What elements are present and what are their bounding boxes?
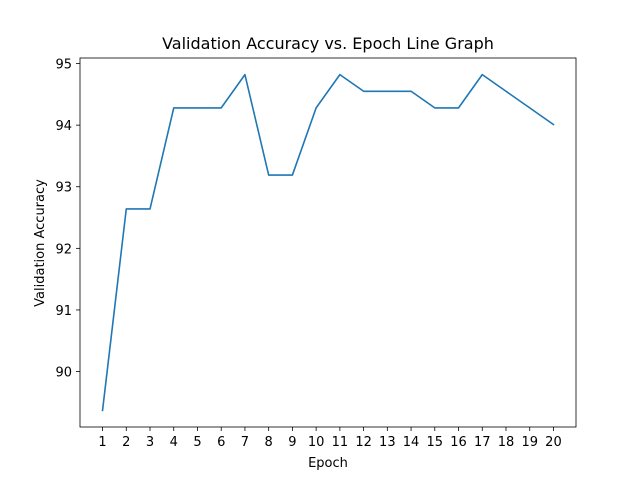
- x-tick-label: 4: [170, 435, 178, 450]
- y-tick-label: 93: [55, 181, 72, 196]
- chart-title: Validation Accuracy vs. Epoch Line Graph: [162, 34, 494, 53]
- x-tick-label: 1: [98, 435, 106, 450]
- x-tick-label: 13: [379, 435, 396, 450]
- y-axis-label: Validation Accuracy: [33, 179, 48, 307]
- x-tick-label: 17: [474, 435, 491, 450]
- x-tick-label: 18: [498, 435, 515, 450]
- x-axis-label: Epoch: [308, 456, 348, 471]
- y-axis: 90 91 92 93 94 95: [55, 58, 80, 381]
- x-tick-label: 2: [122, 435, 130, 450]
- x-tick-label: 7: [241, 435, 249, 450]
- y-tick-label: 94: [55, 119, 72, 134]
- x-tick-label: 9: [288, 435, 296, 450]
- x-tick-label: 20: [545, 435, 562, 450]
- x-tick-label: 19: [521, 435, 538, 450]
- x-tick-label: 11: [332, 435, 349, 450]
- plot-frame: [79, 57, 577, 428]
- series-line: [101, 73, 555, 412]
- x-tick-label: 6: [217, 435, 225, 450]
- x-axis: 1 2 3 4 5 6 7 8 9 10 11 12 13 14 15 16 17 18 19 20: [98, 427, 562, 450]
- x-tick-label: 12: [355, 435, 372, 450]
- y-tick-label: 92: [55, 242, 72, 257]
- x-tick-label: 5: [193, 435, 201, 450]
- plot-area: [79, 57, 577, 428]
- x-tick-label: 3: [146, 435, 154, 450]
- y-tick-label: 90: [55, 366, 72, 381]
- x-tick-label: 16: [450, 435, 467, 450]
- x-tick-label: 10: [308, 435, 325, 450]
- x-tick-label: 14: [403, 435, 420, 450]
- x-tick-label: 8: [265, 435, 273, 450]
- y-tick-label: 91: [55, 304, 72, 319]
- x-tick-label: 15: [427, 435, 444, 450]
- y-tick-label: 95: [55, 58, 72, 73]
